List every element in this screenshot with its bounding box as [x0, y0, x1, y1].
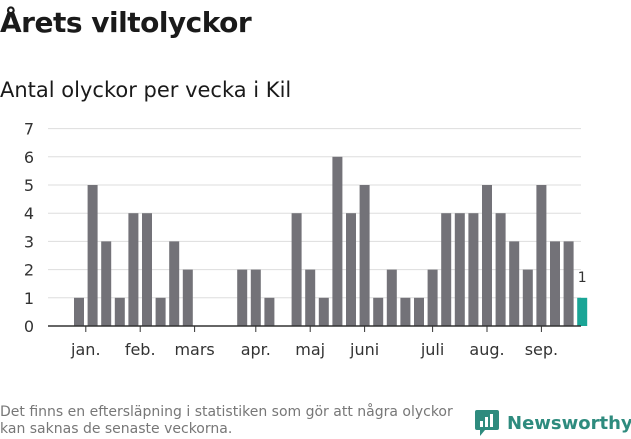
y-tick-label-6: 6 — [24, 148, 34, 167]
bar-chart: 0 1 2 3 4 5 6 7 1 jan. feb. mars apr. maj juni juli aug.… — [24, 120, 588, 359]
bar — [264, 297, 275, 326]
bar — [318, 297, 329, 326]
bar — [441, 213, 452, 326]
x-tick-label-maj: maj — [295, 340, 325, 359]
x-tick-label-juli: juli — [420, 340, 444, 359]
chart-subtitle: Antal olyckor per vecka i Kil — [0, 78, 292, 102]
bar-highlight — [577, 297, 588, 326]
bar — [522, 269, 533, 326]
bar — [155, 297, 166, 326]
y-tick-label-1: 1 — [24, 289, 34, 308]
bar — [495, 213, 506, 326]
bar — [291, 213, 302, 326]
chart-title: Årets viltolyckor — [0, 6, 252, 39]
bar — [237, 269, 248, 326]
bar — [346, 213, 356, 326]
bar — [128, 213, 139, 326]
newsworthy-logo: Newsworthy — [474, 409, 631, 437]
bar — [169, 241, 180, 326]
y-tick-label-4: 4 — [24, 204, 34, 223]
bar — [182, 269, 193, 326]
footnote: Det finns en eftersläpning i statistiken… — [0, 404, 453, 437]
bar — [400, 297, 411, 326]
x-tick-label-mars: mars — [174, 340, 214, 359]
bar — [482, 185, 492, 326]
y-tick-label-3: 3 — [24, 232, 34, 251]
bar — [536, 185, 547, 326]
bar — [74, 297, 84, 326]
bar — [250, 269, 261, 326]
bar — [332, 156, 343, 326]
bar — [550, 241, 560, 326]
x-tick-label-juni: juni — [349, 340, 379, 359]
bar — [142, 213, 152, 326]
y-tick-label-0: 0 — [24, 317, 34, 336]
x-tick-label-sep.: sep. — [525, 340, 558, 359]
bar — [373, 297, 384, 326]
bar — [563, 241, 574, 326]
bar — [359, 185, 370, 326]
bar — [87, 185, 98, 326]
y-tick-label-2: 2 — [24, 261, 34, 280]
x-tick-label-jan.: jan. — [70, 340, 100, 359]
newsworthy-logo-icon — [475, 410, 499, 436]
bar — [427, 269, 438, 326]
bar — [305, 269, 316, 326]
y-tick-label-5: 5 — [24, 176, 34, 195]
bar — [454, 213, 465, 326]
bar — [509, 241, 520, 326]
y-tick-label-7: 7 — [24, 120, 34, 139]
x-tick-label-apr.: apr. — [241, 340, 271, 359]
data-label-highlight: 1 — [578, 270, 587, 286]
x-tick-label-feb.: feb. — [125, 340, 156, 359]
bar — [468, 213, 479, 326]
bar — [414, 297, 424, 326]
x-tick-label-aug.: aug. — [469, 340, 504, 359]
newsworthy-logo-text: Newsworthy — [507, 412, 631, 434]
bar — [114, 297, 125, 326]
bar — [101, 241, 112, 326]
bar — [386, 269, 397, 326]
